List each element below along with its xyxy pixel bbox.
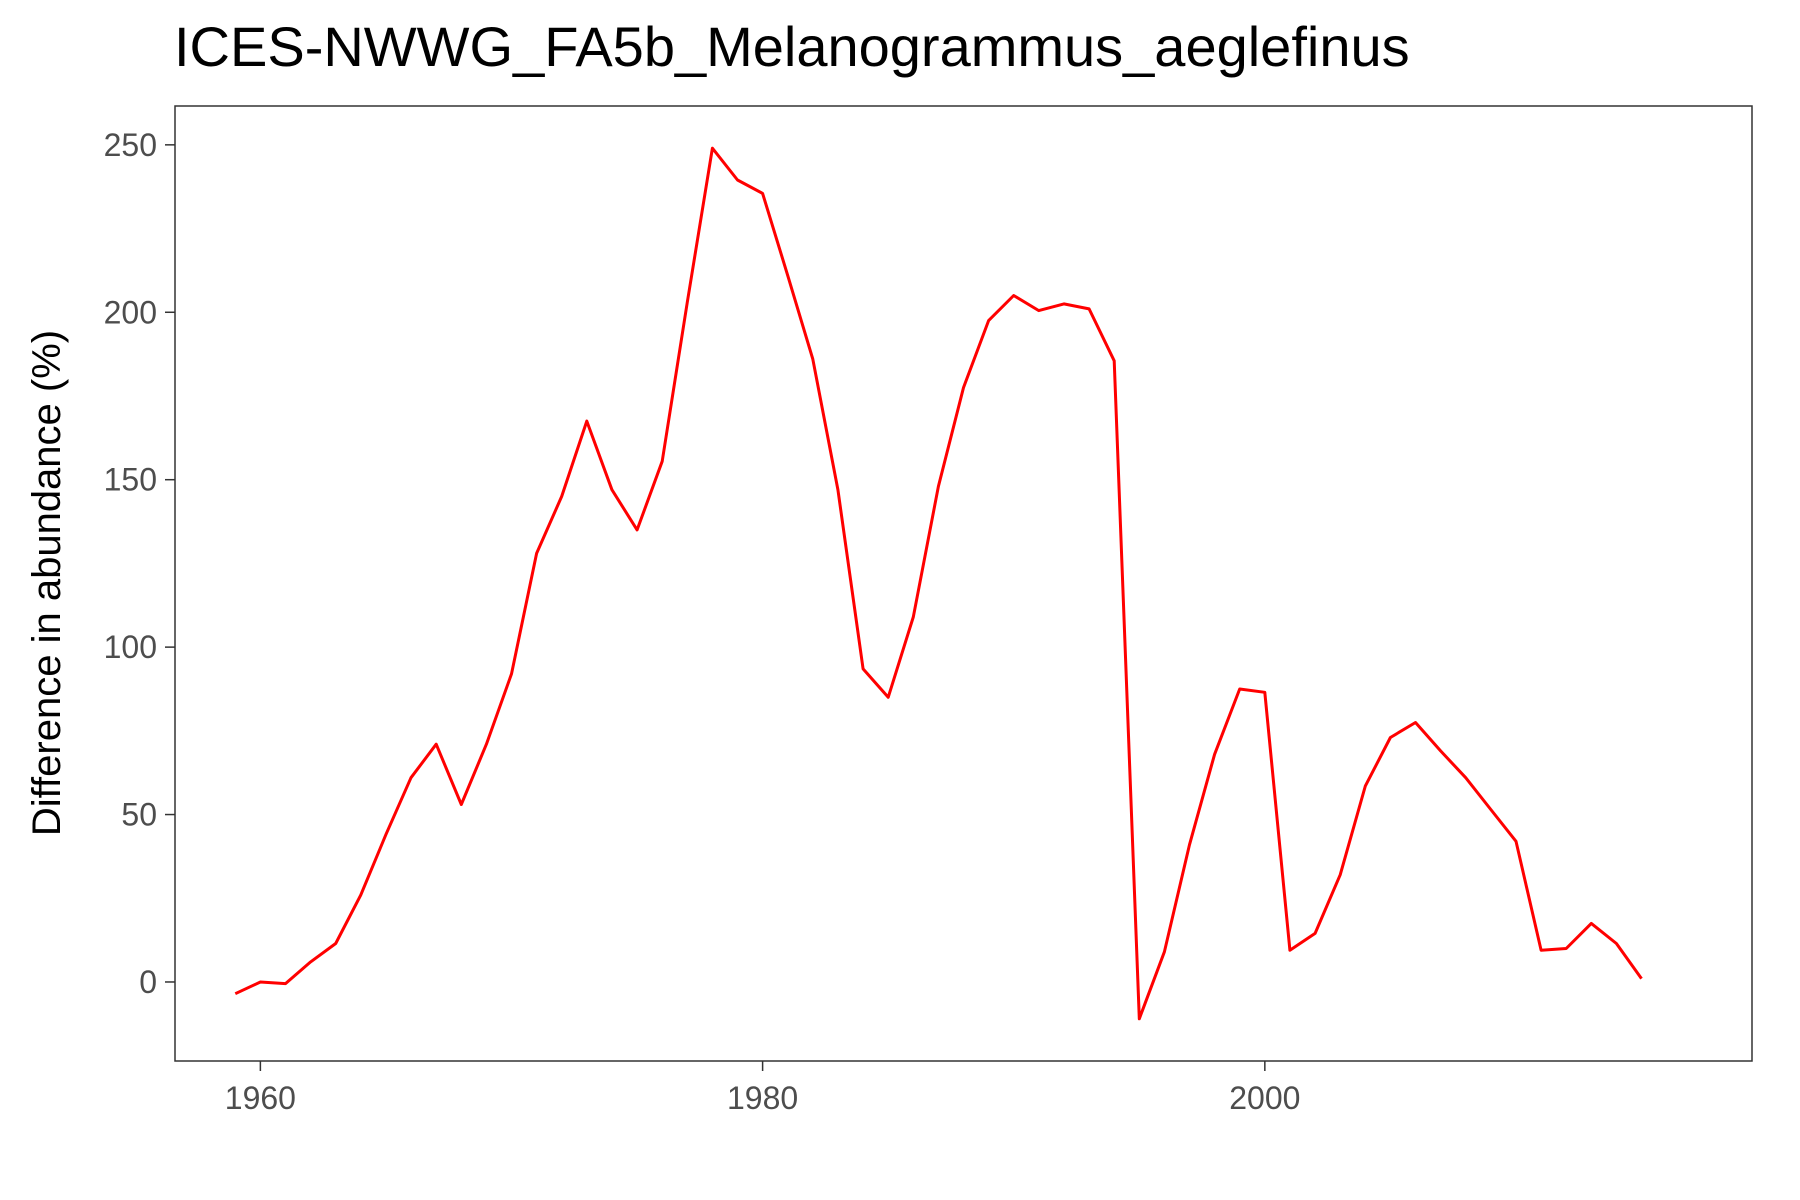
x-tick-label: 2000 (1229, 1080, 1300, 1116)
y-tick-label: 50 (121, 797, 157, 833)
plot-panel (174, 105, 1753, 1062)
x-tick-label: 1980 (727, 1080, 798, 1116)
series-line (234, 146, 1643, 1021)
y-tick-label: 250 (104, 127, 157, 163)
y-tick-label: 150 (104, 462, 157, 498)
y-axis-title: Difference in abundance (%) (25, 330, 69, 836)
y-tick-label: 0 (139, 964, 157, 1000)
chart-title: ICES-NWWG_FA5b_Melanogrammus_aeglefinus (174, 15, 1410, 78)
y-axis: 0 50 100 150 200 250 (104, 127, 175, 1000)
y-tick-label: 100 (104, 629, 157, 665)
x-axis: 1960 1980 2000 (225, 1061, 1300, 1116)
y-tick-label: 200 (104, 294, 157, 330)
x-tick-label: 1960 (225, 1080, 296, 1116)
